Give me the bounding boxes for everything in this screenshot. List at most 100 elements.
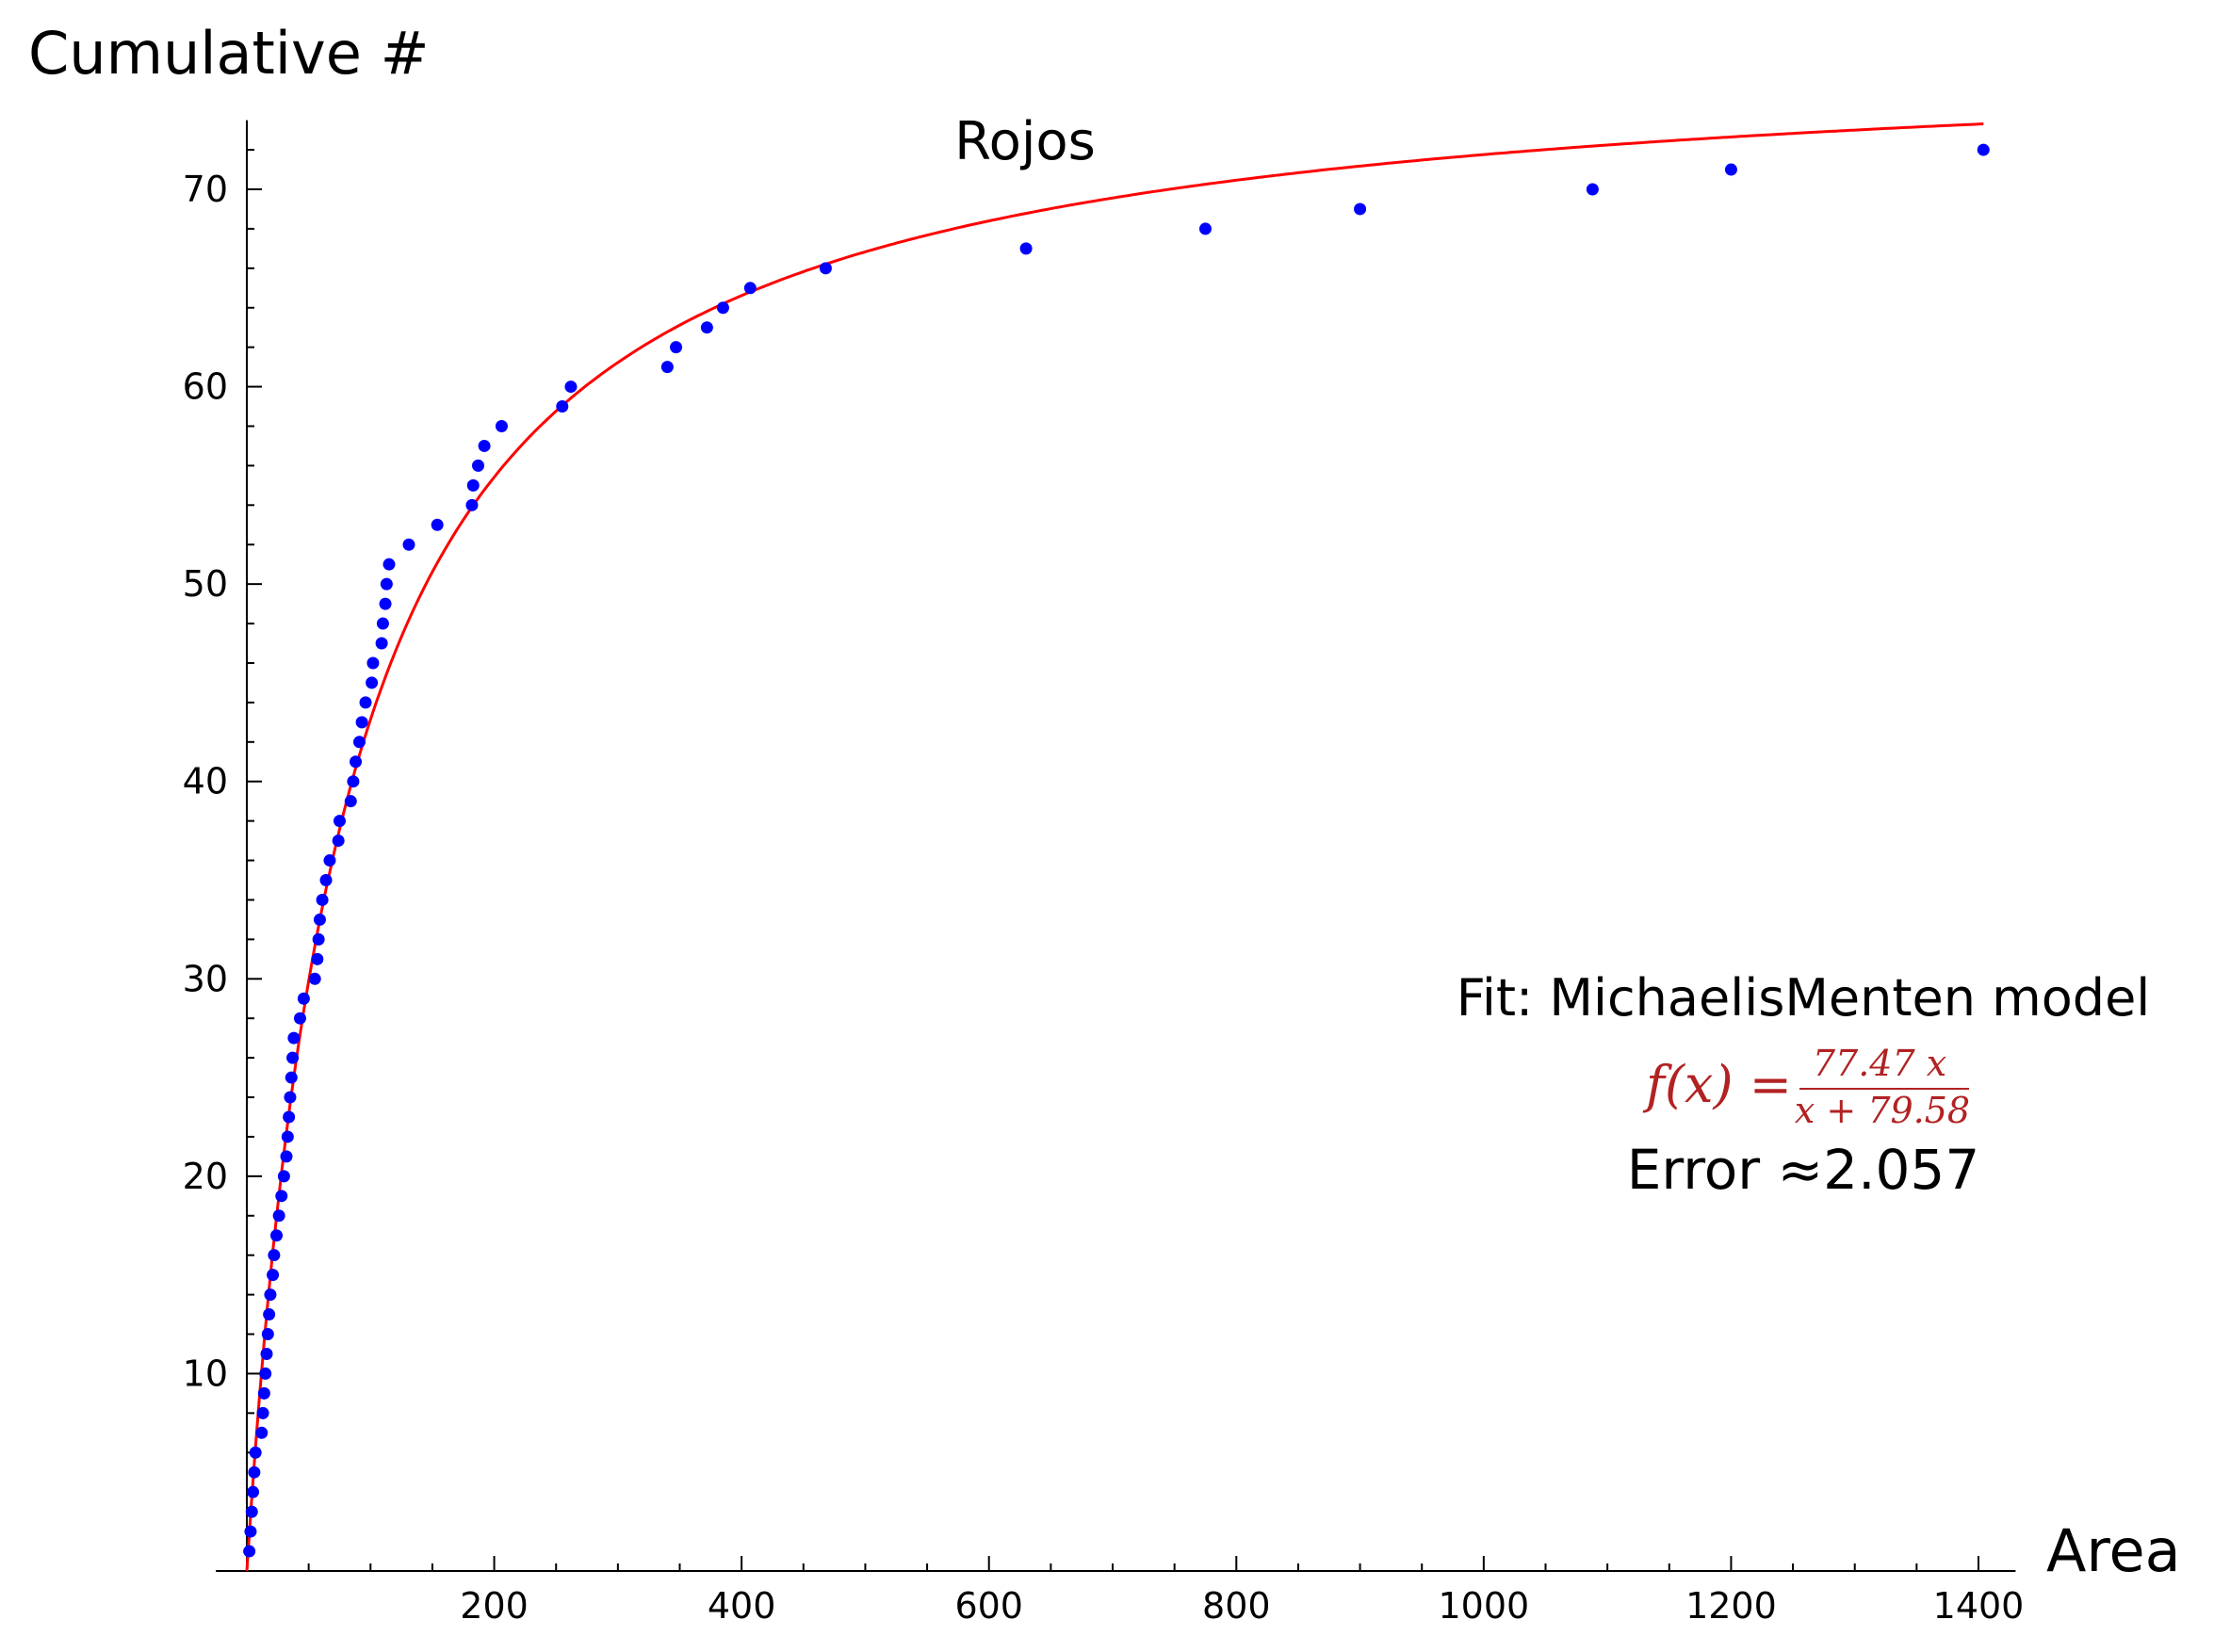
y-axis-label: Cumulative # xyxy=(28,19,430,88)
chart-title: Rojos xyxy=(954,111,1096,172)
data-point xyxy=(249,1446,262,1459)
data-point xyxy=(556,400,569,413)
data-point xyxy=(350,755,363,769)
y-tick-label: 60 xyxy=(183,366,228,408)
data-point xyxy=(293,1012,306,1025)
data-point xyxy=(376,617,389,630)
data-point xyxy=(1724,163,1737,176)
data-point xyxy=(248,1466,261,1479)
data-point xyxy=(1019,242,1033,255)
fit-label: Fit: MichaelisMenten model xyxy=(1457,968,2151,1028)
x-tick-label: 800 xyxy=(1202,1585,1271,1627)
data-point xyxy=(284,1091,297,1104)
data-point xyxy=(267,1269,280,1282)
data-point xyxy=(366,676,379,689)
data-point xyxy=(268,1249,281,1262)
data-point xyxy=(375,637,388,650)
data-point xyxy=(275,1190,288,1203)
data-point xyxy=(352,736,366,749)
data-point xyxy=(297,992,310,1005)
data-point xyxy=(431,518,444,531)
formula-denominator: x + 79.58 xyxy=(1795,1090,1970,1131)
data-point xyxy=(1198,222,1212,235)
data-point xyxy=(287,1031,301,1045)
data-point xyxy=(257,1386,270,1400)
data-point xyxy=(670,341,683,354)
data-point xyxy=(379,597,392,610)
data-point xyxy=(259,1367,272,1380)
data-point xyxy=(478,439,491,452)
y-tick-label: 70 xyxy=(183,169,228,210)
data-point xyxy=(344,795,357,808)
data-point xyxy=(466,478,480,492)
data-point xyxy=(286,1051,300,1064)
data-point xyxy=(660,361,674,374)
data-point xyxy=(472,459,485,472)
data-point xyxy=(743,282,757,295)
data-point xyxy=(1977,143,1990,156)
data-point xyxy=(247,1485,260,1498)
y-tick-label: 40 xyxy=(183,761,228,802)
data-point xyxy=(312,932,325,946)
data-points xyxy=(243,143,1990,1558)
data-point xyxy=(495,419,508,432)
y-tick-label: 30 xyxy=(183,958,228,999)
data-point xyxy=(272,1209,285,1223)
x-tick-label: 200 xyxy=(460,1585,529,1627)
data-point xyxy=(264,1288,277,1302)
x-ticks: 200 400 600 800 1000 1200 1400 xyxy=(246,1556,2025,1627)
x-tick-label: 1000 xyxy=(1438,1585,1529,1627)
data-point xyxy=(277,1170,290,1183)
data-point xyxy=(285,1071,298,1084)
data-point xyxy=(245,1505,258,1518)
data-point xyxy=(700,321,713,334)
data-point xyxy=(383,558,396,571)
y-ticks: 10 20 30 40 50 60 70 xyxy=(183,149,262,1533)
fit-formula: f(x) = 77.47 x x + 79.58 xyxy=(1642,1043,1970,1131)
y-tick-label: 20 xyxy=(183,1156,228,1197)
data-point xyxy=(319,874,333,886)
data-point xyxy=(333,815,346,828)
axes: 200 400 600 800 1000 1200 1400 10 20 30 40 50 60 70 xyxy=(183,120,2025,1627)
data-point xyxy=(380,577,393,591)
x-tick-label: 400 xyxy=(708,1585,776,1627)
fit-curve xyxy=(245,122,1984,1572)
x-axis-label: Area xyxy=(2046,1516,2181,1585)
data-point xyxy=(255,1426,269,1439)
data-point xyxy=(260,1347,273,1360)
data-point xyxy=(564,381,578,394)
data-point xyxy=(256,1406,269,1419)
data-point xyxy=(261,1328,274,1341)
data-point xyxy=(323,854,336,867)
data-point xyxy=(402,538,415,551)
data-point xyxy=(332,834,345,848)
data-point xyxy=(1354,202,1367,216)
data-point xyxy=(316,893,329,906)
x-tick-label: 600 xyxy=(954,1585,1023,1627)
x-tick-label: 1200 xyxy=(1685,1585,1777,1627)
y-tick-label: 10 xyxy=(183,1352,228,1394)
data-point xyxy=(465,498,479,511)
data-point xyxy=(355,716,368,729)
formula-lhs: f(x) = xyxy=(1642,1055,1792,1114)
data-point xyxy=(716,301,729,315)
x-tick-label: 1400 xyxy=(1933,1585,2025,1627)
data-point xyxy=(308,972,321,985)
data-point xyxy=(359,696,372,709)
data-point xyxy=(313,913,326,926)
data-point xyxy=(366,656,380,670)
data-point xyxy=(347,775,360,788)
data-point xyxy=(280,1150,293,1163)
data-point xyxy=(263,1308,276,1321)
data-point xyxy=(819,262,832,275)
formula-numerator: 77.47 x xyxy=(1813,1043,1946,1084)
error-label: Error ≈2.057 xyxy=(1627,1138,1979,1202)
data-point xyxy=(270,1229,284,1242)
data-point xyxy=(244,1525,257,1538)
data-point xyxy=(1586,183,1599,196)
y-tick-label: 50 xyxy=(183,563,228,605)
data-point xyxy=(281,1130,294,1143)
data-point xyxy=(283,1110,296,1124)
data-point xyxy=(243,1545,256,1558)
